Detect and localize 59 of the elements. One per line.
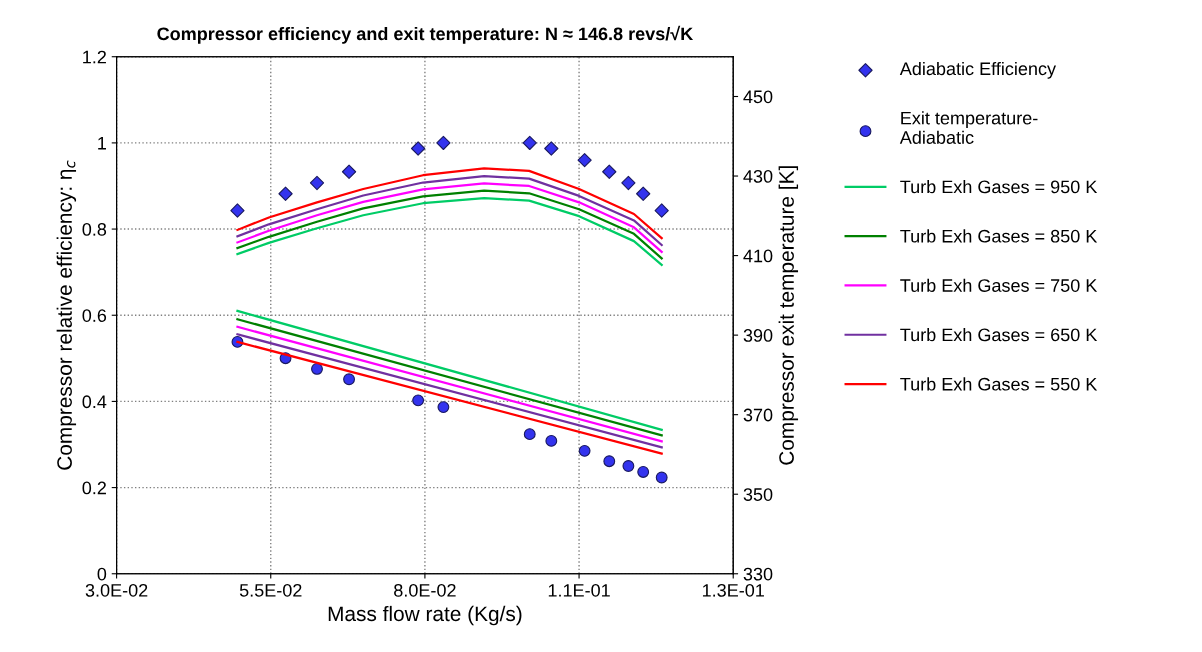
chart-title: Compressor efficiency and exit temperature: N ≈ 146.8 revs/√K xyxy=(157,25,694,44)
y2-tick-label: 450 xyxy=(743,90,773,104)
x-tick-label: 5.5E-02 xyxy=(239,583,302,597)
legend-label: Adiabatic Efficiency xyxy=(899,61,1056,79)
point xyxy=(603,455,616,468)
point xyxy=(522,135,537,151)
legend-label: Turb Exh Gases = 550 K xyxy=(900,377,1098,391)
y-tick-label: 1 xyxy=(98,137,106,150)
point xyxy=(577,152,592,168)
point xyxy=(311,363,323,375)
point xyxy=(602,164,617,179)
point xyxy=(655,471,668,484)
point xyxy=(544,141,559,156)
point xyxy=(437,401,450,414)
x-axis-title: Mass flow rate (Kg/s) xyxy=(328,605,522,626)
x-tick-label: 3.0E-02 xyxy=(85,583,148,597)
y-tick-label: 0.2 xyxy=(82,481,106,495)
legend-label: Exit temperature- Adiabatic xyxy=(899,111,1038,144)
point xyxy=(636,186,651,201)
y-axis-title: Compressor relative efficiency: η$_{c}$ xyxy=(56,160,77,470)
line-series xyxy=(236,167,663,240)
y-tick-label: 0.8 xyxy=(82,223,107,236)
legend-label: Turb Exh Gases = 750 K xyxy=(900,278,1098,292)
point xyxy=(230,203,245,218)
y2-tick-label: 370 xyxy=(743,408,773,422)
x-tick-label: 1.1E-01 xyxy=(548,583,610,597)
point xyxy=(578,444,591,457)
point xyxy=(309,175,325,191)
y-tick-label: 0.4 xyxy=(82,395,107,409)
y2-tick-label: 330 xyxy=(743,567,773,581)
point xyxy=(343,373,355,386)
legend-label: Turb Exh Gases = 650 K xyxy=(900,327,1098,342)
legend-label: Turb Exh Gases = 850 K xyxy=(900,229,1098,243)
legend-label: Turb Exh Gases = 950 K xyxy=(900,180,1098,194)
point xyxy=(545,434,558,447)
y-tick-label: 0.6 xyxy=(82,309,107,322)
y2-tick-label: 350 xyxy=(743,488,773,501)
point xyxy=(622,460,635,472)
y2-tick-label: 410 xyxy=(743,249,773,263)
point xyxy=(341,164,357,179)
line-series xyxy=(236,182,663,254)
point xyxy=(278,186,293,201)
y2-axis-title: Compressor exit temperature [K] xyxy=(778,166,799,465)
point xyxy=(410,141,426,156)
y2-tick-label: 390 xyxy=(743,329,773,342)
line-series xyxy=(236,174,663,247)
point xyxy=(637,466,650,478)
y-tick-label: 1.2 xyxy=(83,50,106,64)
x-tick-label: 1.3E-01 xyxy=(702,583,764,597)
point xyxy=(436,135,451,151)
y2-tick-label: 430 xyxy=(743,169,773,183)
line-series xyxy=(236,196,663,266)
point xyxy=(412,394,425,407)
point xyxy=(621,175,636,191)
point xyxy=(654,203,669,218)
y-tick-label: 0 xyxy=(97,567,107,581)
x-tick-label: 8.0E-02 xyxy=(394,583,456,597)
point xyxy=(523,428,536,441)
line-series xyxy=(236,189,663,260)
